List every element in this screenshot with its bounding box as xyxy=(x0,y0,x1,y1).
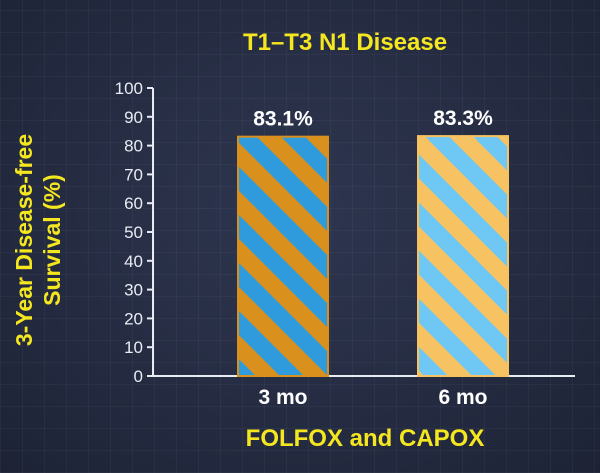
y-tick-label: 10 xyxy=(124,338,143,357)
x-category-label: 3 mo xyxy=(258,386,307,409)
bar-2 xyxy=(417,135,509,377)
y-tick-label: 30 xyxy=(124,281,143,300)
y-axis-ticks: 0 10 20 30 40 50 60 70 80 90 100 xyxy=(115,79,153,386)
x-category-label: 6 mo xyxy=(438,386,487,409)
bar-value-label: 83.1% xyxy=(253,108,313,131)
y-tick-label: 80 xyxy=(124,137,143,156)
y-axis-label: 3-Year Disease-free Survival (%) xyxy=(11,134,65,346)
y-tick-label: 50 xyxy=(124,223,143,242)
bar-value-label: 83.3% xyxy=(433,107,493,130)
chart-title: T1–T3 N1 Disease xyxy=(243,29,447,56)
bar-1 xyxy=(237,135,329,377)
y-tick-label: 70 xyxy=(124,165,143,184)
y-axis-label-line-1: 3-Year Disease-free xyxy=(11,134,37,346)
bars: 83.1% 3 mo 83.3% 6 mo xyxy=(237,107,509,409)
x-axis-label: FOLFOX and CAPOX xyxy=(246,425,485,452)
y-tick-label: 90 xyxy=(124,108,143,127)
y-axis-label-line-2: Survival (%) xyxy=(39,174,65,306)
y-tick-label: 20 xyxy=(124,309,143,328)
y-tick-label: 100 xyxy=(115,79,143,98)
y-tick-label: 0 xyxy=(134,367,143,386)
y-tick-label: 60 xyxy=(124,194,143,213)
y-tick-label: 40 xyxy=(124,252,143,271)
